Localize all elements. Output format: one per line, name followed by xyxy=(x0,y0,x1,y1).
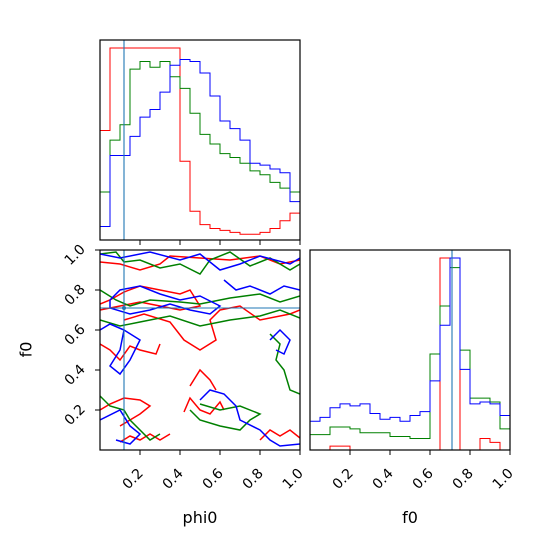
joint-contours xyxy=(100,251,300,447)
phi0-xtick-label-4: 1.0 xyxy=(280,466,307,493)
joint-contour-11 xyxy=(100,309,300,327)
f0-ytick-label-3: 0.8 xyxy=(62,282,89,309)
phi0-axis-label: phi0 xyxy=(182,508,218,527)
joint-contour-3 xyxy=(100,343,161,362)
f0-histogram-panel: 0.2 0.4 0.6 0.8 1.0 xyxy=(309,249,517,493)
joint-frame xyxy=(99,249,301,451)
phi0-histogram-series-1 xyxy=(100,60,300,193)
joint-contour-19 xyxy=(269,328,291,356)
f0-histogram-frame xyxy=(309,249,511,451)
joint-contour-8 xyxy=(259,429,300,441)
phi0-xtick-label-0: 0.2 xyxy=(120,466,147,493)
phi0-histogram-panel xyxy=(99,39,301,245)
f0-xtick-label-0: 0.2 xyxy=(330,466,357,493)
phi0-xtick-label-1: 0.4 xyxy=(160,466,187,493)
joint-contour-panel: 0.2 0.4 0.6 0.8 1.0 0.2 0.4 0.6 0.8 1.0 xyxy=(62,242,307,493)
f0-xtick-label-2: 0.6 xyxy=(410,466,437,493)
joint-contour-20 xyxy=(100,409,142,445)
phi0-xtick-label-3: 0.8 xyxy=(240,466,267,493)
joint-contour-5 xyxy=(183,396,225,415)
f0-xtick-label-3: 0.8 xyxy=(450,466,477,493)
f0-y-axis-label: f0 xyxy=(16,341,36,358)
f0-histogram-series-1 xyxy=(310,267,510,439)
joint-truth-point xyxy=(122,306,126,310)
joint-contour-10 xyxy=(100,289,300,307)
joint-contour-14 xyxy=(189,403,262,431)
f0-ytick-label-2: 0.6 xyxy=(62,322,89,349)
joint-contour-0 xyxy=(100,255,300,271)
phi0-histogram-frame xyxy=(99,39,301,241)
joint-contour-21 xyxy=(199,389,300,447)
f0-xtick-label-4: 1.0 xyxy=(490,466,517,493)
f0-ytick-label-0: 0.2 xyxy=(62,402,89,429)
joint-contour-6 xyxy=(189,368,217,391)
phi0-histogram-series-2 xyxy=(100,59,300,228)
f0-axis-label: f0 xyxy=(402,508,418,527)
joint-contour-7 xyxy=(119,433,171,443)
phi0-histogram-series-0 xyxy=(100,47,300,235)
f0-histogram-series-2 xyxy=(310,257,510,422)
joint-contour-15 xyxy=(100,251,300,271)
joint-contour-17 xyxy=(100,323,141,376)
joint-contour-18 xyxy=(223,279,300,295)
f0-ytick-label-4: 1.0 xyxy=(62,242,89,269)
joint-contour-13 xyxy=(100,395,161,441)
joint-contour-16 xyxy=(109,285,222,315)
f0-xtick-label-1: 0.4 xyxy=(370,466,397,493)
joint-contour-4 xyxy=(100,397,152,427)
phi0-xtick-label-2: 0.6 xyxy=(200,466,227,493)
f0-ytick-label-1: 0.4 xyxy=(62,362,89,389)
joint-contour-2 xyxy=(123,305,300,351)
joint-contour-12 xyxy=(269,333,300,395)
